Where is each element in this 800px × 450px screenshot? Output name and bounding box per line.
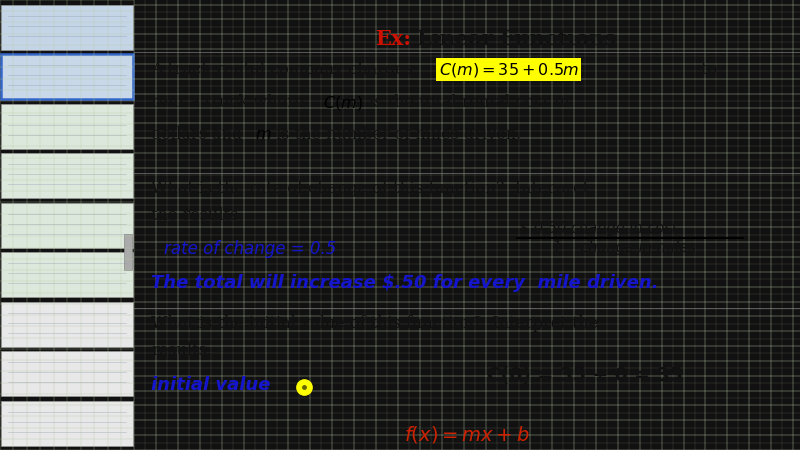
Bar (124, 234, 132, 270)
FancyBboxPatch shape (2, 351, 133, 396)
Text: 1    change in miles: 1 change in miles (534, 240, 695, 256)
Text: What is the initial value of this function?  Interpret the: What is the initial value of this functi… (151, 315, 598, 332)
Text: is the total rental cost in: is the total rental cost in (364, 94, 570, 111)
Text: The total will increase $.50 for every  mile driven.: The total will increase $.50 for every m… (151, 274, 658, 292)
Text: rate of change = 0.5: rate of change = 0.5 (164, 240, 337, 258)
Text: $\mathit{m}$: $\mathit{m}$ (255, 126, 271, 144)
FancyBboxPatch shape (2, 4, 133, 50)
Text: $\mathit{C(m)}$: $\mathit{C(m)}$ (323, 94, 363, 112)
FancyBboxPatch shape (2, 202, 133, 248)
Text: the results.: the results. (151, 207, 243, 224)
Text: Ex:: Ex: (374, 29, 410, 49)
Text: dollars and: dollars and (151, 126, 247, 144)
Text: $f(x) = mx + b$: $f(x) = mx + b$ (405, 424, 530, 445)
Text: is the number of miles driven.: is the number of miles driven. (271, 126, 521, 144)
FancyBboxPatch shape (2, 302, 133, 346)
FancyBboxPatch shape (2, 400, 133, 446)
Text: $ 0.50 change in cost: $ 0.50 change in cost (521, 221, 678, 236)
FancyBboxPatch shape (2, 252, 133, 297)
Text: A truck rental company charges: A truck rental company charges (151, 61, 418, 78)
FancyBboxPatch shape (2, 104, 133, 148)
Text: rent a truck where: rent a truck where (151, 94, 310, 111)
Text: What is the rate of change of this function?  Interpret: What is the rate of change of this funct… (151, 180, 589, 197)
Text: C(0) = 35 + 0 = 35: C(0) = 35 + 0 = 35 (487, 366, 682, 385)
Text: $\mathit{C(m) = 35 + 0.5m}$: $\mathit{C(m) = 35 + 0.5m}$ (438, 61, 578, 79)
FancyBboxPatch shape (2, 54, 133, 99)
Text: to: to (695, 61, 717, 78)
Text: initial value: initial value (151, 376, 270, 394)
Text: results.: results. (151, 342, 212, 359)
Text: Linear Functions: Linear Functions (418, 29, 617, 49)
FancyBboxPatch shape (2, 153, 133, 198)
